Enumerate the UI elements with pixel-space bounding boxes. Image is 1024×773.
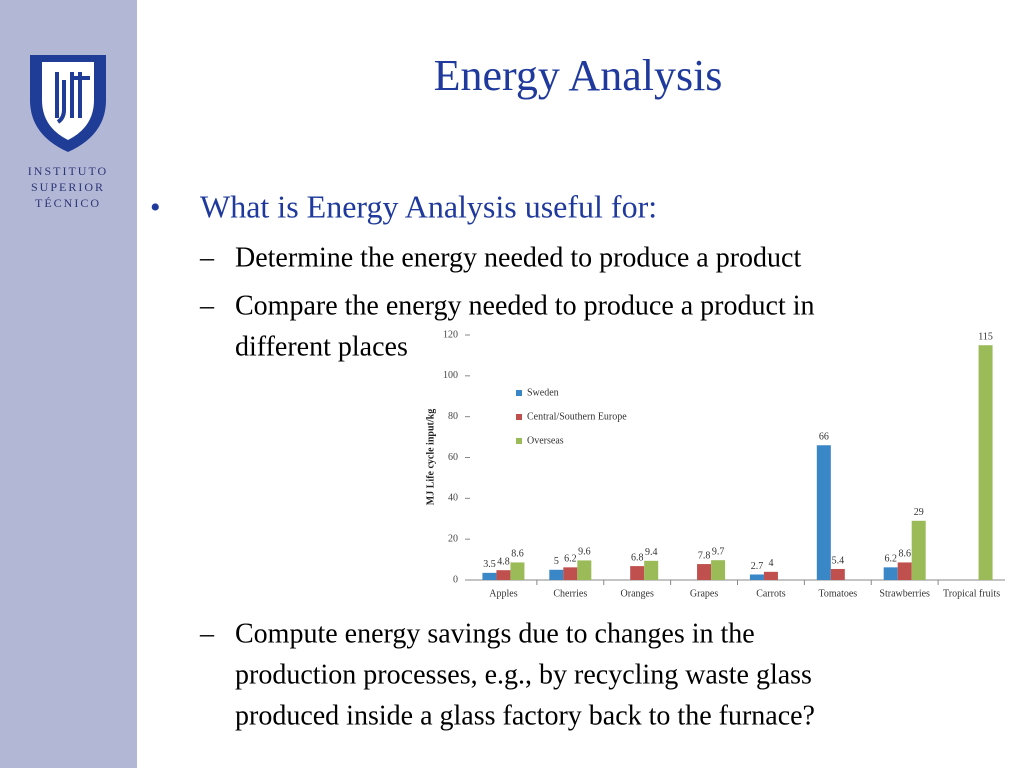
- data-label: 9.4: [645, 547, 658, 558]
- bar: [711, 560, 726, 580]
- data-label: 3.5: [483, 559, 496, 570]
- bar: [482, 572, 497, 580]
- bullet-dot: •: [150, 191, 161, 224]
- chart: 0 20 40 60 80 100 120 MJ Life cycle input/kg App…: [425, 329, 1005, 599]
- item-line: Determine the energy needed to produce a…: [235, 242, 801, 273]
- item-line: different places: [235, 331, 408, 362]
- data-label: 66: [819, 432, 829, 443]
- data-label: 8.6: [511, 549, 524, 560]
- x-tick-label: Strawberries: [879, 588, 930, 599]
- data-label: 6.8: [631, 552, 644, 563]
- bar: [510, 562, 525, 580]
- x-tick-label: Oranges: [621, 588, 654, 599]
- bar: [978, 345, 993, 580]
- bar: [630, 566, 645, 580]
- bar: [549, 569, 564, 580]
- legend-label: Central/Southern Europe: [527, 411, 627, 422]
- bar: [697, 564, 712, 580]
- data-label: 4.8: [497, 556, 510, 567]
- x-tick-label: Tropical fruits: [943, 588, 1000, 599]
- data-label: 7.8: [698, 550, 711, 561]
- x-tick-label: Carrots: [756, 588, 786, 599]
- bar: [763, 571, 778, 580]
- legend-swatch: [516, 390, 522, 396]
- data-label: 5: [554, 556, 559, 567]
- bar: [883, 567, 898, 580]
- data-label: 29: [914, 507, 924, 518]
- bullet-text: What is Energy Analysis useful for:: [200, 188, 657, 224]
- dash: –: [199, 290, 215, 321]
- x-tick-label: Tomatoes: [818, 588, 857, 599]
- logo-line: TÉCNICO: [35, 196, 101, 210]
- y-tick-label: 120: [443, 329, 458, 340]
- data-label: 5.4: [832, 555, 845, 566]
- y-tick-label: 100: [443, 370, 458, 381]
- legend-swatch: [516, 438, 522, 444]
- item-line: Compare the energy needed to produce a p…: [235, 290, 815, 321]
- y-tick-label: 40: [448, 493, 458, 504]
- bar: [749, 574, 764, 580]
- bar: [830, 568, 845, 580]
- x-tick-label: Grapes: [690, 588, 718, 599]
- item-line: production processes, e.g., by recycling…: [235, 659, 812, 690]
- data-label: 4: [768, 558, 773, 569]
- y-tick-label: 60: [448, 452, 458, 463]
- legend-label: Sweden: [527, 387, 559, 398]
- dash: –: [199, 618, 215, 649]
- data-label: 6.2: [564, 554, 577, 565]
- logo-line: INSTITUTO: [28, 164, 108, 178]
- data-label: 115: [978, 332, 993, 343]
- item-line: produced inside a glass factory back to …: [235, 700, 815, 731]
- bar: [897, 562, 912, 580]
- x-tick-label: Apples: [489, 588, 517, 599]
- slide-title: Energy Analysis: [434, 51, 723, 100]
- bar: [496, 570, 511, 580]
- y-tick-label: 20: [448, 533, 458, 544]
- x-tick-label: Cherries: [553, 588, 587, 599]
- sub-items: – Determine the energy needed to produce …: [199, 242, 815, 731]
- data-label: 2.7: [751, 561, 764, 572]
- logo-text: INSTITUTO SUPERIOR TÉCNICO: [28, 164, 108, 210]
- item-line: Compute energy savings due to changes in…: [235, 618, 755, 649]
- y-tick-label: 0: [453, 574, 458, 585]
- bar: [911, 520, 926, 580]
- bar: [577, 560, 592, 580]
- dash: –: [199, 242, 215, 273]
- data-label: 6.2: [884, 554, 897, 565]
- bar: [816, 445, 831, 580]
- y-axis-label: MJ Life cycle input/kg: [425, 409, 436, 505]
- data-label: 8.6: [898, 549, 911, 560]
- bar: [563, 567, 578, 580]
- data-label: 9.7: [712, 546, 725, 557]
- bar: [644, 560, 659, 580]
- logo-mark: [55, 72, 90, 124]
- legend-label: Overseas: [527, 435, 564, 446]
- data-label: 9.6: [578, 547, 591, 558]
- logo-line: SUPERIOR: [31, 180, 105, 194]
- y-tick-label: 80: [448, 411, 458, 422]
- legend-swatch: [516, 414, 522, 420]
